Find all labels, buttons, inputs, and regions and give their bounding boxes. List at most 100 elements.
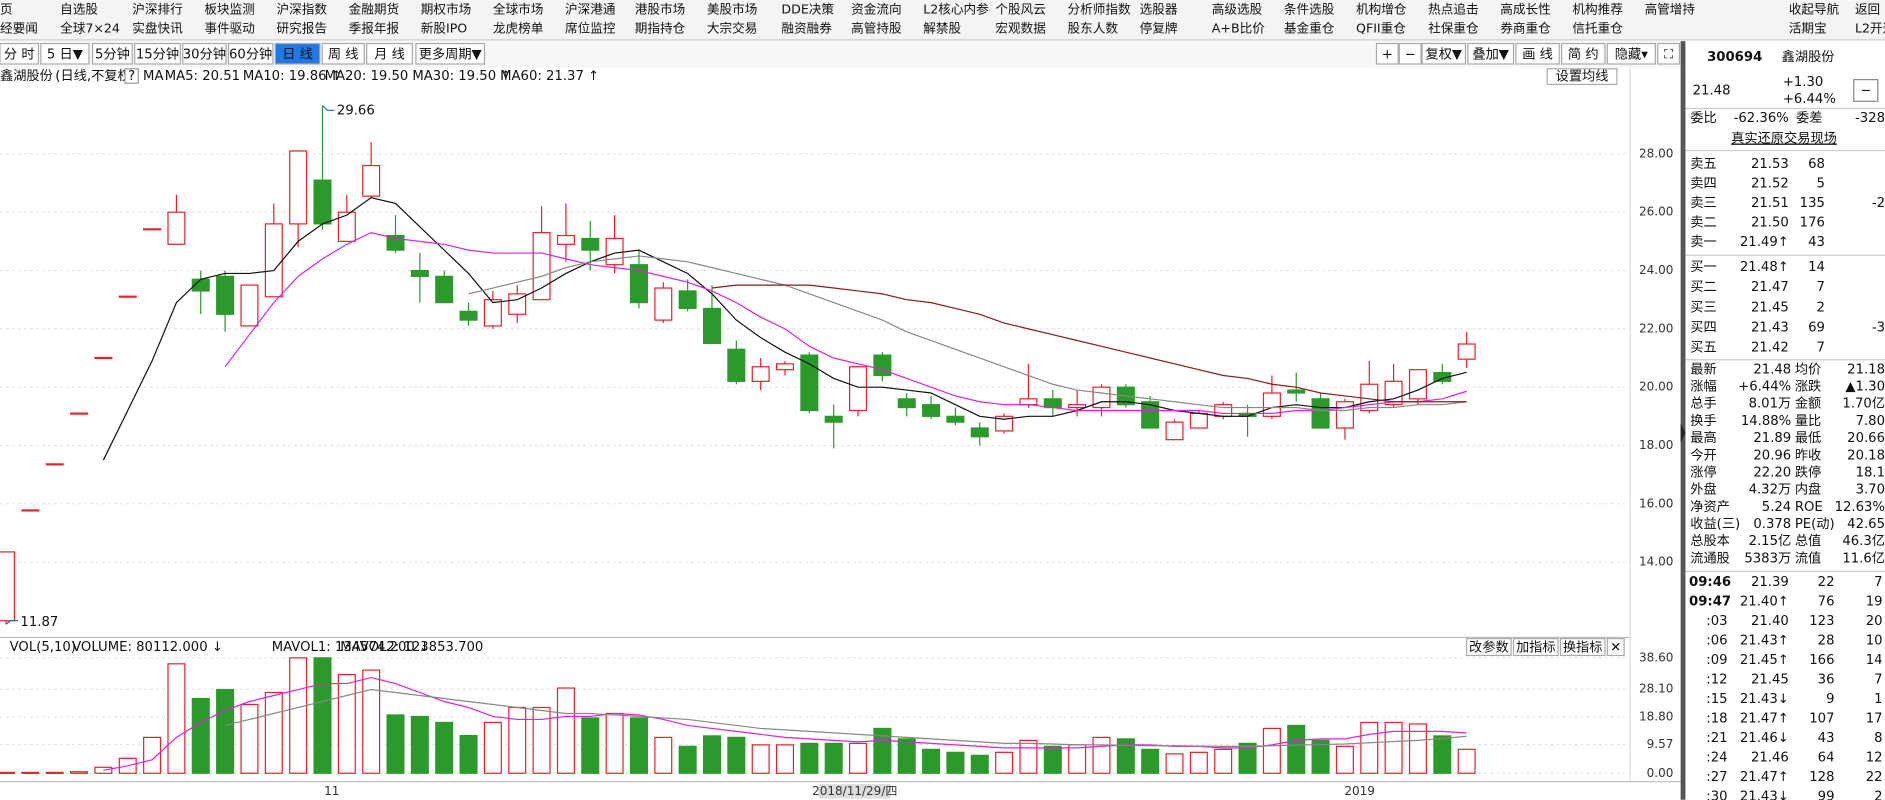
tool-button[interactable] <box>1398 42 1422 65</box>
nav-item[interactable]: 港股市场 <box>635 1 685 16</box>
period-label[interactable]: 30分钟 <box>183 45 226 62</box>
nav-item[interactable]: 分析师指数 <box>1068 1 1131 16</box>
nav-item[interactable]: 经要闻 <box>0 21 38 36</box>
nav-item[interactable]: 全球市场 <box>493 1 543 16</box>
nav-item[interactable]: 基金重仓 <box>1284 21 1335 36</box>
nav-item[interactable]: 沪深排行 <box>132 1 183 16</box>
period-button[interactable] <box>0 42 40 65</box>
set-ma[interactable]: 设置均线 <box>1556 69 1609 85</box>
period-label[interactable]: 分 时 <box>4 46 35 62</box>
help-box[interactable] <box>124 68 139 84</box>
nav-item[interactable]: 高成长性 <box>1500 1 1550 16</box>
nav-item[interactable]: 高管持股 <box>851 21 902 36</box>
nav-item[interactable]: 融资融券 <box>781 21 832 36</box>
nav-item[interactable]: 事件驱动 <box>204 21 254 36</box>
nav-item[interactable]: 期指持仓 <box>635 21 686 36</box>
nav-item[interactable]: 返回 <box>1855 1 1880 16</box>
nav-item[interactable]: 自选股 <box>60 1 98 16</box>
help[interactable]: ? <box>128 69 135 84</box>
nav-item[interactable]: A+B比价 <box>1212 21 1265 36</box>
vol-button[interactable] <box>1466 638 1512 657</box>
nav-item[interactable]: 社保重仓 <box>1428 21 1479 36</box>
set-ma-button[interactable] <box>1546 68 1618 86</box>
nav-item[interactable]: 解禁股 <box>923 21 961 36</box>
period-button[interactable] <box>40 42 90 65</box>
tool-button[interactable] <box>1515 42 1560 65</box>
tool-label[interactable]: + <box>1382 47 1393 62</box>
period-label[interactable]: 5分钟 <box>95 45 130 62</box>
tool-button[interactable] <box>1606 42 1656 65</box>
nav-item[interactable]: 活期宝 <box>1789 21 1827 36</box>
tool-label[interactable]: 复权▼ <box>1425 45 1462 62</box>
tool-button[interactable] <box>1467 42 1515 65</box>
nav-item[interactable]: L2开通 <box>1855 21 1885 36</box>
nav-item[interactable]: 沪深指数 <box>276 1 327 16</box>
nav-item[interactable]: 选股器 <box>1140 1 1178 16</box>
period-button[interactable] <box>227 42 274 65</box>
tool-label[interactable]: − <box>1405 47 1416 62</box>
tool-button[interactable] <box>1375 42 1399 65</box>
nav-item[interactable]: 金融期货 <box>349 1 399 16</box>
nav-item[interactable]: 页 <box>0 1 13 16</box>
tool-label[interactable]: 隐藏▾ <box>1615 46 1648 62</box>
nav-item[interactable]: 板块监测 <box>204 1 254 16</box>
period-button[interactable] <box>415 42 486 65</box>
replay-link[interactable]: 真实还原交易现场 <box>1731 130 1837 147</box>
period-button[interactable] <box>182 42 227 65</box>
nav-item[interactable]: QFII重仓 <box>1356 21 1406 36</box>
nav-item[interactable]: 期权市场 <box>421 1 471 16</box>
period-button[interactable] <box>134 42 181 65</box>
nav-item[interactable]: 机构增仓 <box>1356 1 1407 16</box>
nav-item[interactable]: 龙虎榜单 <box>493 21 543 36</box>
vol-button[interactable] <box>1559 638 1606 657</box>
period-label[interactable]: 更多周期▼ <box>419 45 483 62</box>
nav-item[interactable]: 收起导航 <box>1789 1 1840 16</box>
period-button[interactable] <box>91 42 133 65</box>
vol-button-label[interactable]: 换指标 <box>1563 640 1603 656</box>
close-btn-label[interactable]: − <box>1860 83 1871 98</box>
period-label[interactable]: 5 日▼ <box>47 47 84 62</box>
period-label[interactable]: 周 线 <box>328 46 359 62</box>
nav-item[interactable]: 股东人数 <box>1068 21 1119 36</box>
period-button[interactable] <box>274 42 321 65</box>
nav-item[interactable]: 沪深港通 <box>565 1 616 16</box>
nav-item[interactable]: 停复牌 <box>1140 21 1178 36</box>
nav-item[interactable]: 个股风云 <box>995 1 1045 16</box>
tool-label[interactable]: 叠加▼ <box>1472 46 1509 62</box>
nav-item[interactable]: 席位监控 <box>565 21 616 36</box>
nav-item[interactable]: 季报年报 <box>349 21 400 36</box>
vol-button[interactable] <box>1512 638 1559 657</box>
nav-item[interactable]: 大宗交易 <box>707 21 757 36</box>
period-label[interactable]: 60分钟 <box>229 45 272 62</box>
nav-item[interactable]: 新股IPO <box>421 21 468 36</box>
period-label[interactable]: 日 线 <box>282 46 313 62</box>
period-button[interactable] <box>321 42 365 65</box>
vol-button-label[interactable]: 改参数 <box>1469 639 1509 656</box>
nav-item[interactable]: 券商重仓 <box>1500 21 1551 36</box>
nav-item[interactable]: 条件选股 <box>1284 1 1335 16</box>
nav-item[interactable]: 美股市场 <box>707 1 757 16</box>
nav-item[interactable]: 研究报告 <box>276 21 326 36</box>
tool-label[interactable]: ⛶ <box>1663 47 1674 62</box>
period-label[interactable]: 15分钟 <box>136 45 179 62</box>
vol-button-label[interactable]: ✕ <box>1610 641 1621 656</box>
tool-label[interactable]: 简 约 <box>1568 45 1599 62</box>
nav-item[interactable]: 机构推荐 <box>1572 1 1622 16</box>
nav-item[interactable]: 高管增持 <box>1645 1 1696 16</box>
nav-item[interactable]: 热点追击 <box>1428 1 1478 16</box>
close-btn[interactable] <box>1853 79 1879 102</box>
nav-item[interactable]: DDE决策 <box>781 1 834 16</box>
period-label[interactable]: 月 线 <box>374 46 405 62</box>
nav-item[interactable]: 信托重仓 <box>1572 21 1623 36</box>
nav-item[interactable]: 高级选股 <box>1212 1 1263 16</box>
period-button[interactable] <box>366 42 413 65</box>
nav-item[interactable]: 宏观数据 <box>995 21 1046 36</box>
vol-button[interactable] <box>1606 638 1625 657</box>
tool-button[interactable] <box>1561 42 1606 65</box>
nav-item[interactable]: 实盘快讯 <box>132 21 183 36</box>
nav-item[interactable]: 资金流向 <box>851 1 901 16</box>
tool-label[interactable]: 画 线 <box>1522 46 1553 62</box>
tool-button[interactable] <box>1421 42 1467 65</box>
nav-item[interactable]: L2核心内参 <box>923 1 989 16</box>
tool-button[interactable] <box>1657 42 1681 65</box>
